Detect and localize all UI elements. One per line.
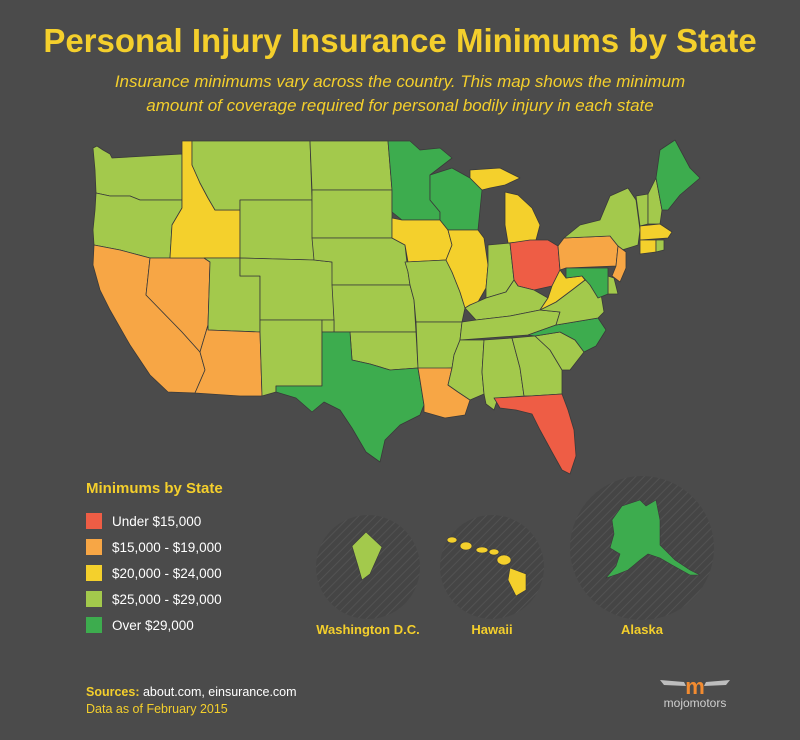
legend-label: Over $29,000: [112, 617, 194, 633]
legend-item-under-15k: Under $15,000: [86, 508, 222, 534]
hawaii-inset-label: Hawaii: [471, 622, 513, 637]
state-wa: [92, 145, 183, 201]
state-ny: [563, 187, 641, 251]
state-sd: [311, 189, 393, 239]
legend-title: Minimums by State: [86, 480, 223, 497]
legend-label: $15,000 - $19,000: [112, 539, 222, 555]
state-nj: [611, 245, 627, 283]
legend-label: $25,000 - $29,000: [112, 591, 222, 607]
legend-item-15k-19k: $15,000 - $19,000: [86, 534, 222, 560]
state-mi: [469, 167, 521, 191]
legend-swatch: [86, 513, 102, 529]
state-ct: [639, 239, 657, 255]
legend-swatch: [86, 591, 102, 607]
page-title: Personal Injury Insurance Minimums by St…: [43, 22, 757, 59]
state-nh: [647, 177, 663, 225]
state-tx: [275, 331, 425, 463]
state-az: [194, 324, 263, 397]
state-fl: [493, 393, 577, 475]
legend-label: Under $15,000: [112, 513, 202, 529]
state-pa: [557, 235, 619, 271]
subtitle-line-1: Insurance minimums vary across the count…: [114, 72, 686, 91]
state-ak: [605, 499, 701, 579]
state-ks: [331, 284, 417, 333]
state-wy: [239, 199, 315, 261]
svg-text:m: m: [685, 674, 705, 698]
hawaii-islands: [446, 536, 527, 597]
sources-label: Sources:: [86, 685, 140, 699]
logo-text: mojomotors: [663, 696, 727, 710]
state-nd: [309, 140, 393, 191]
hawaii-inset-circle: [440, 515, 544, 619]
subtitle-line-2: amount of coverage required for personal…: [146, 96, 654, 115]
legend-swatch: [86, 565, 102, 581]
data-as-of: Data as of February 2015: [86, 702, 228, 716]
mojomotors-logo: m mojomotors: [650, 672, 740, 712]
alaska-inset-label: Alaska: [621, 622, 663, 637]
legend-label: $20,000 - $24,000: [112, 565, 222, 581]
sources-text: about.com, einsurance.com: [142, 685, 297, 699]
legend-swatch: [86, 617, 102, 633]
state-ri: [655, 239, 665, 253]
sources-footer: Sources: about.com, einsurance.com Data …: [86, 684, 297, 718]
state-oh: [509, 239, 561, 291]
legend-item-over-29k: Over $29,000: [86, 612, 222, 638]
logo-wings-icon: m: [660, 674, 730, 699]
page-subtitle: Insurance minimums vary across the count…: [60, 70, 740, 118]
state-md: [565, 267, 609, 299]
state-mi2: [504, 191, 541, 244]
dc-inset-label: Washington D.C.: [316, 622, 420, 637]
state-nm: [259, 319, 323, 397]
legend-item-25k-29k: $25,000 - $29,000: [86, 586, 222, 612]
legend-item-20k-24k: $20,000 - $24,000: [86, 560, 222, 586]
legend-swatch: [86, 539, 102, 555]
state-dc: [351, 531, 383, 581]
state-ma: [639, 223, 673, 241]
legend: Under $15,000 $15,000 - $19,000 $20,000 …: [86, 508, 222, 638]
state-me: [655, 139, 701, 211]
